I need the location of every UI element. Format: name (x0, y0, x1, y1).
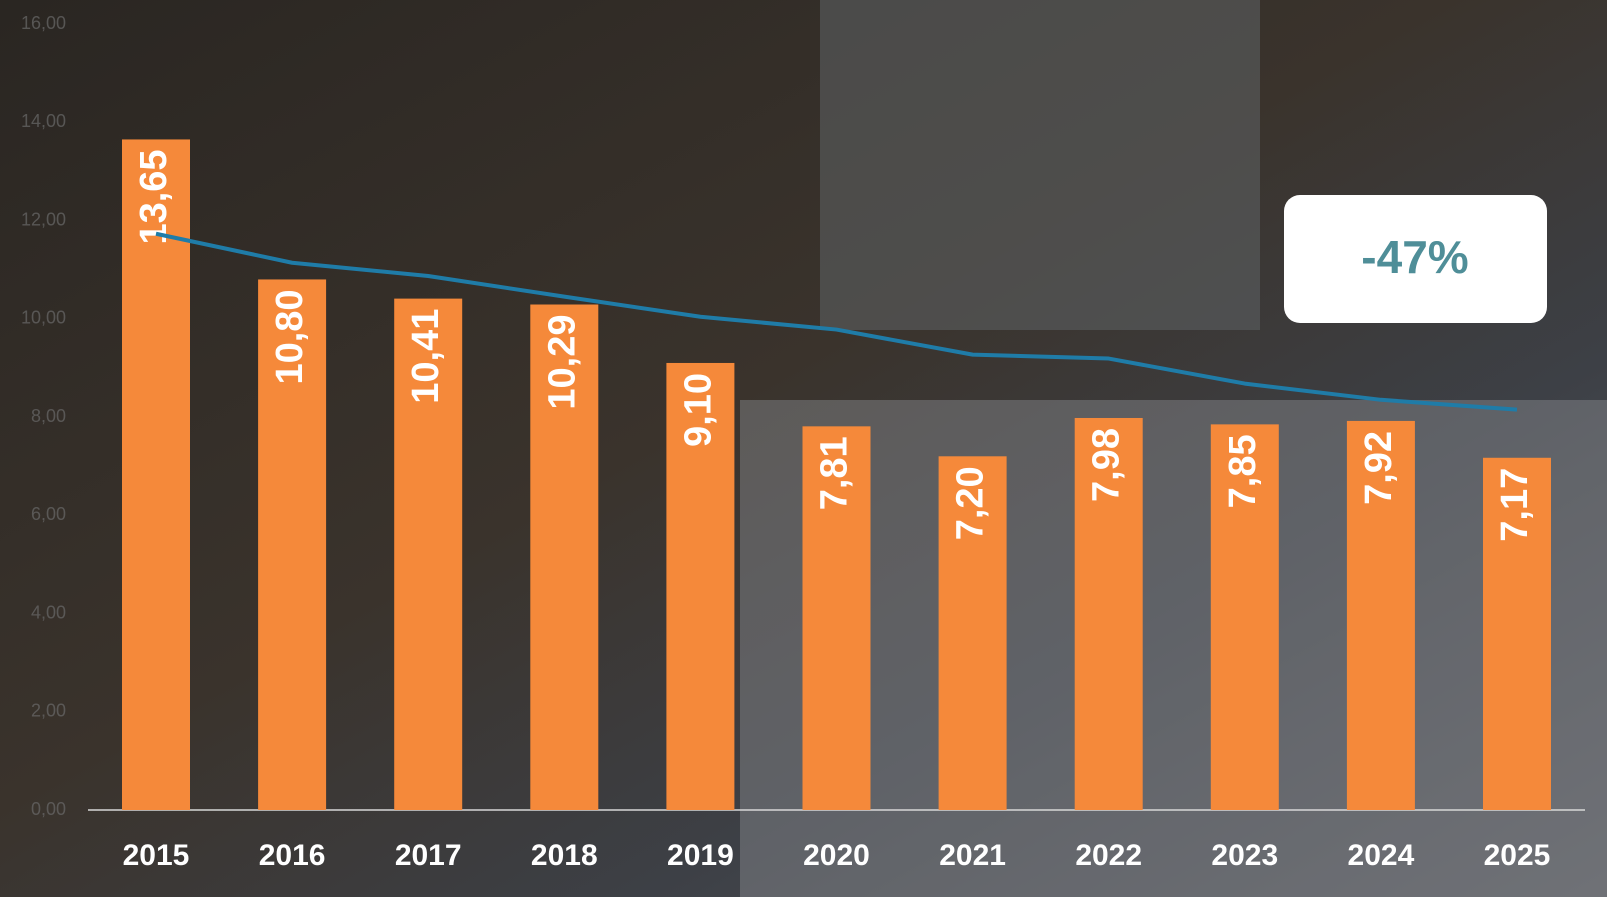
y-tick-label: 4,00 (31, 602, 66, 622)
annotation: -47% (1361, 231, 1468, 283)
page: 0,00 2,00 4,00 6,00 8,00 10,00 12,00 14,00 16,00… (0, 0, 1607, 897)
value-label: 10,41 (405, 309, 447, 404)
x-tick-label: 2020 (803, 839, 870, 872)
value-label: 10,29 (541, 315, 583, 410)
x-tick-label: 2017 (395, 839, 462, 872)
background-screen (820, 0, 1260, 330)
value-label: 7,92 (1358, 431, 1400, 505)
value-label: 9,10 (677, 373, 719, 447)
y-tick-label: 8,00 (31, 406, 66, 426)
value-label: 7,98 (1086, 428, 1128, 502)
chart: 0,00 2,00 4,00 6,00 8,00 10,00 12,00 14,00 16,00… (0, 0, 1607, 897)
x-tick-label: 2023 (1211, 839, 1278, 872)
value-label: 7,20 (950, 466, 992, 540)
value-label: 7,17 (1494, 468, 1536, 542)
value-label: 13,65 (133, 149, 175, 244)
y-tick-label: 2,00 (31, 701, 66, 721)
x-tick-label: 2018 (531, 839, 598, 872)
value-label: 7,85 (1222, 434, 1264, 508)
y-tick-label: 10,00 (21, 308, 66, 328)
x-tick-label: 2015 (123, 839, 190, 872)
x-tick-label: 2019 (667, 839, 734, 872)
y-tick-label: 12,00 (21, 209, 66, 229)
value-label: 7,81 (814, 436, 856, 510)
y-tick-label: 0,00 (31, 799, 66, 819)
x-tick-label: 2016 (259, 839, 326, 872)
x-tick-label: 2024 (1348, 839, 1415, 872)
y-tick-label: 14,00 (21, 111, 66, 131)
y-tick-label: 16,00 (21, 13, 66, 33)
x-tick-label: 2022 (1075, 839, 1142, 872)
y-tick-label: 6,00 (31, 504, 66, 524)
x-tick-label: 2021 (939, 839, 1006, 872)
x-tick-label: 2025 (1484, 839, 1551, 872)
value-label: 10,80 (269, 289, 311, 384)
